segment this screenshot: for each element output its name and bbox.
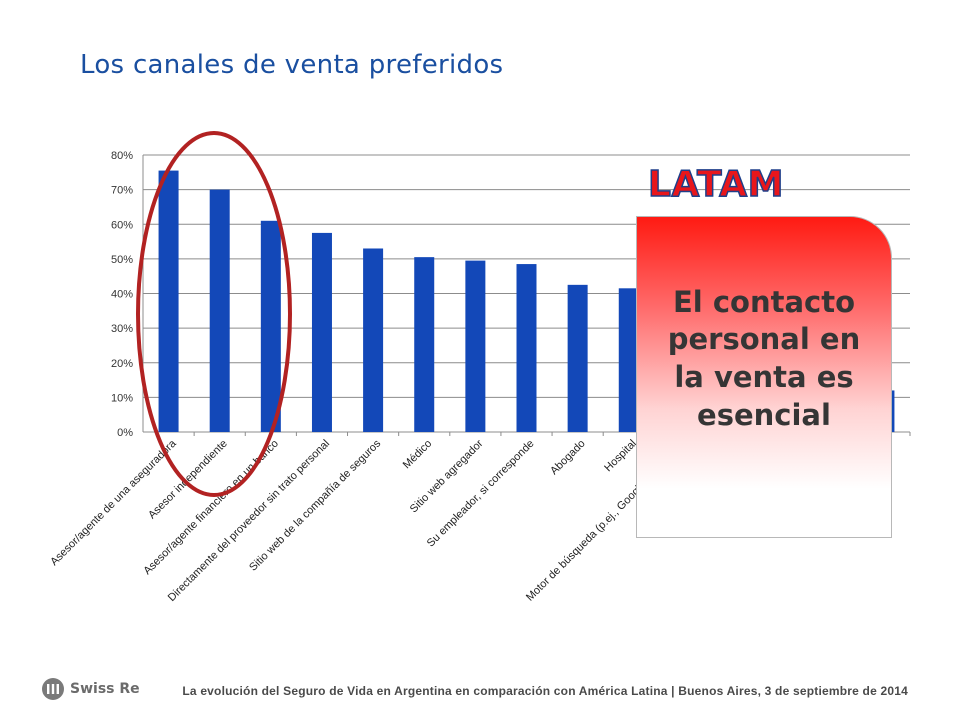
callout-box: El contacto personal en la venta es esen…: [636, 216, 892, 538]
bar: [209, 189, 230, 432]
bar: [516, 264, 537, 432]
y-tick-label: 10%: [111, 392, 133, 404]
y-tick-label: 80%: [111, 150, 133, 162]
bar: [363, 248, 384, 432]
slide-title: Los canales de venta preferidos: [80, 50, 504, 80]
bar: [618, 288, 639, 432]
y-tick-label: 50%: [111, 254, 133, 266]
bar: [567, 284, 588, 432]
footer-text: La evolución del Seguro de Vida en Argen…: [182, 684, 908, 698]
x-tick-label: Abogado: [548, 438, 588, 478]
logo-text: Swiss Re: [70, 681, 140, 697]
swiss-re-logo-icon: [42, 678, 64, 700]
bar: [311, 232, 332, 432]
y-tick-label: 60%: [111, 219, 133, 231]
x-tick-label: Su empleador, si corresponde: [425, 438, 537, 550]
swiss-re-logo: Swiss Re: [42, 678, 140, 700]
latam-label: LATAM: [647, 163, 784, 206]
y-tick-label: 70%: [111, 185, 133, 197]
y-tick-label: 40%: [111, 289, 133, 301]
bar: [260, 220, 281, 432]
x-tick-label: Hospital: [602, 438, 639, 475]
bar: [414, 257, 435, 432]
y-tick-label: 0%: [117, 427, 133, 439]
bar: [158, 170, 179, 433]
x-tick-label: Médico: [401, 438, 435, 472]
highlight-circle: [136, 131, 292, 497]
y-tick-label: 20%: [111, 358, 133, 370]
bar: [465, 260, 486, 432]
y-tick-label: 30%: [111, 323, 133, 335]
callout-text: El contacto personal en la venta es esen…: [667, 284, 861, 432]
